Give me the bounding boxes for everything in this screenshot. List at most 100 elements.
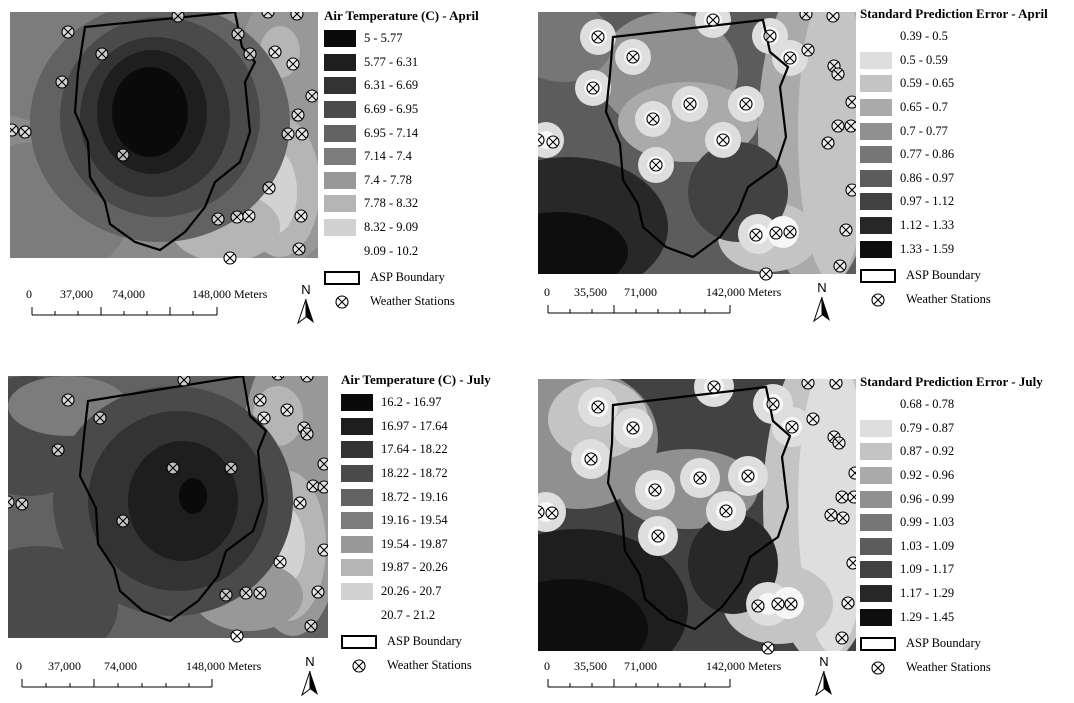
boundary-swatch	[860, 636, 896, 651]
station-marker	[716, 133, 730, 147]
north-arrow-april-temperature: N	[294, 282, 318, 330]
station-marker-outside	[761, 641, 775, 655]
boundary-label: ASP Boundary	[906, 636, 981, 651]
scale-label: 142,000 Meters	[706, 285, 782, 299]
station-marker	[177, 376, 191, 387]
weather-stations	[538, 379, 856, 645]
asp-boundary	[73, 12, 257, 252]
station-marker	[95, 47, 109, 61]
legend-swatch	[341, 559, 373, 577]
legend-title: Standard Prediction Error - April	[860, 6, 1048, 21]
legend-class-label: 17.64 - 18.22	[381, 442, 448, 457]
station-marker	[832, 436, 846, 450]
legend-class-label: 1.09 - 1.17	[900, 562, 955, 577]
station-marker	[293, 496, 307, 510]
scale-label: 0	[26, 287, 32, 301]
north-label: N	[819, 654, 829, 669]
stations-label: Weather Stations	[387, 658, 472, 673]
legend-swatch	[860, 396, 892, 413]
station-icon	[860, 661, 896, 675]
legend-class-item: 5.77 - 6.31	[324, 51, 479, 75]
legend-class-label: 7.4 - 7.78	[364, 172, 412, 187]
station-marker	[18, 125, 32, 139]
legend-title: Air Temperature (C) - July	[341, 372, 491, 387]
legend-title: Standard Prediction Error - July	[860, 374, 1043, 389]
legend-class-item: 0.86 - 0.97	[860, 167, 1048, 191]
legend-swatch	[341, 583, 373, 601]
station-marker	[649, 158, 663, 172]
station-marker	[219, 588, 233, 602]
legend-class-item: 16.2 - 16.97	[341, 391, 491, 415]
legend-swatch	[860, 75, 892, 93]
legend-swatch	[860, 537, 892, 555]
legend-class-label: 1.03 - 1.09	[900, 538, 955, 553]
boundary-label: ASP Boundary	[387, 634, 462, 649]
station-marker	[646, 112, 660, 126]
legend-class-label: 6.95 - 7.14	[364, 125, 419, 140]
legend-swatch	[341, 512, 373, 530]
legend-class-item: 6.69 - 6.95	[324, 98, 479, 122]
north-arrow-icon	[813, 296, 830, 323]
legend-class-item: 0.7 - 0.77	[860, 119, 1048, 143]
legend-class-item: 1.12 - 1.33	[860, 214, 1048, 238]
legend-swatch	[860, 608, 892, 626]
station-marker	[706, 13, 720, 27]
station-marker	[845, 95, 856, 109]
station-marker	[841, 596, 855, 610]
legend-class-label: 20.26 - 20.7	[381, 584, 442, 599]
legend-class-item: 19.87 - 20.26	[341, 556, 491, 580]
legend-class-item: 6.31 - 6.69	[324, 74, 479, 98]
asp-boundary	[606, 385, 792, 631]
station-marker	[835, 490, 849, 504]
legend-april-error: Standard Prediction Error - April 0.39 -…	[860, 6, 1048, 311]
north-label: N	[301, 282, 311, 297]
legend-swatch	[860, 169, 892, 187]
legend-class-item: 0.79 - 0.87	[860, 417, 1043, 441]
station-marker	[845, 183, 856, 197]
boundary-swatch	[860, 268, 896, 283]
scale-label: 0	[16, 659, 22, 673]
scale-label: 71,000	[624, 285, 657, 299]
legend-class-label: 0.79 - 0.87	[900, 420, 955, 435]
scale-label: 148,000 Meters	[192, 287, 268, 301]
north-arrow-icon	[301, 670, 318, 697]
map-july-error	[538, 379, 856, 651]
legend-class-item: 18.72 - 19.16	[341, 485, 491, 509]
station-marker	[317, 543, 328, 557]
scale-label: 37,000	[48, 659, 81, 673]
station-marker	[8, 495, 15, 509]
scale-label: 35,500	[574, 285, 607, 299]
station-marker	[626, 50, 640, 64]
legend-swatch	[324, 124, 356, 142]
north-label: N	[817, 280, 827, 295]
station-marker	[785, 420, 799, 434]
legend-class-label: 9.09 - 10.2	[364, 243, 419, 258]
scale-bar-july-error: 0 35,500 71,000 142,000 Meters	[540, 659, 810, 689]
legend-class-item: 0.99 - 1.03	[860, 511, 1043, 535]
legend-class-item: 0.92 - 0.96	[860, 464, 1043, 488]
station-marker	[116, 514, 130, 528]
station-marker	[783, 51, 797, 65]
station-marker	[306, 479, 320, 493]
station-marker	[116, 148, 130, 162]
station-marker	[693, 471, 707, 485]
legend-class-item: 20.26 - 20.7	[341, 580, 491, 604]
station-marker	[546, 135, 560, 149]
station-marker	[591, 30, 605, 44]
legend-class-item: 7.14 - 7.4	[324, 145, 479, 169]
legend-swatch	[324, 53, 356, 71]
station-marker	[166, 461, 180, 475]
station-marker	[766, 397, 780, 411]
legend-swatch	[324, 195, 356, 213]
station-marker	[707, 380, 721, 394]
april-temperature-surface	[10, 12, 318, 258]
station-marker	[280, 403, 294, 417]
scale-label: 35,500	[574, 659, 607, 673]
station-icon	[324, 295, 360, 309]
map-april-error	[538, 12, 856, 274]
stations-label: Weather Stations	[906, 292, 991, 307]
legend-class-item: 19.16 - 19.54	[341, 509, 491, 533]
station-marker	[831, 119, 845, 133]
station-marker	[239, 586, 253, 600]
legend-boundary: ASP Boundary	[324, 267, 479, 289]
